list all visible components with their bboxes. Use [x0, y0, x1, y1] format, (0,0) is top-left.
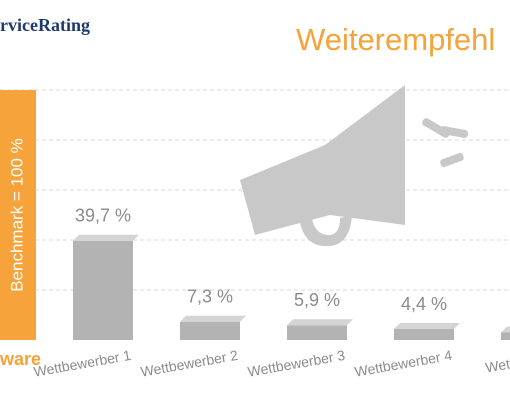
bar-top: [180, 315, 246, 322]
x-tick-label: Wettbewerber 1: [32, 347, 132, 380]
x-tick-label: Wettbewerb: [484, 347, 510, 376]
value-label: 7,3 %: [187, 287, 233, 307]
value-label: 5,9 %: [294, 290, 340, 310]
bar-top: [394, 323, 460, 329]
chart-title: Weiterempfehl: [296, 22, 495, 57]
bar: [394, 329, 454, 340]
bar-top: [501, 326, 510, 333]
benchmark-bar: [0, 90, 36, 340]
x-tick-label: Wettbewerber 4: [353, 347, 453, 380]
benchmark-caption: ware: [0, 349, 41, 369]
megaphone-icon: [240, 85, 469, 247]
x-tick-label: Wettbewerber 3: [246, 347, 346, 380]
value-label: 4,4 %: [401, 294, 447, 314]
bar: [73, 240, 133, 340]
bar: [180, 321, 240, 340]
value-label: 39,7 %: [75, 206, 131, 226]
bar-top: [287, 319, 353, 326]
bar-top: [73, 234, 139, 241]
brand: rviceRating: [0, 15, 90, 35]
bar: [501, 332, 510, 340]
bar: [287, 325, 347, 340]
x-tick-label: Wettbewerber 2: [139, 347, 239, 380]
benchmark-label: Benchmark = 100 %: [7, 138, 26, 292]
